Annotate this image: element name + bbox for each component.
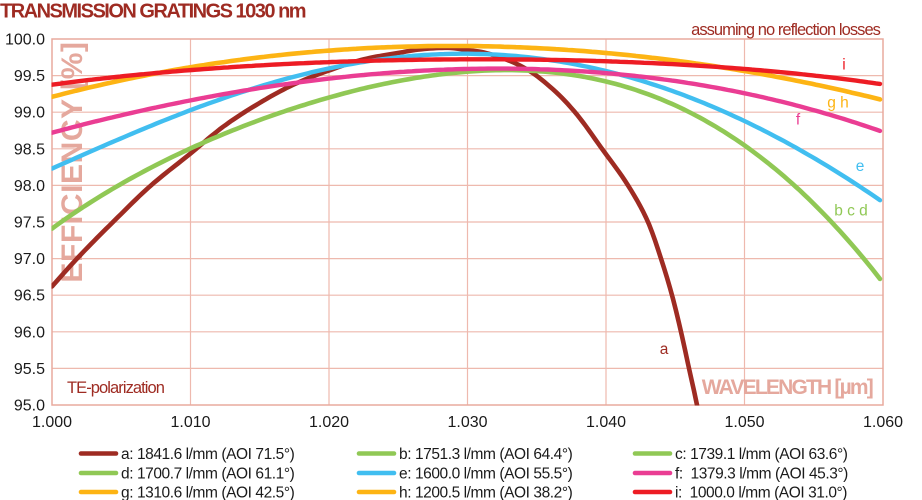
svg-text:a: a [660, 341, 669, 358]
svg-text:assuming no reflection losses: assuming no reflection losses [691, 21, 881, 39]
svg-text:f: 1379.3 l/mm (AOI 45.3°): f: 1379.3 l/mm (AOI 45.3°) [675, 466, 848, 483]
svg-text:b c d: b c d [834, 203, 868, 220]
svg-text:c: 1739.1 l/mm (AOI 63.6°): c: 1739.1 l/mm (AOI 63.6°) [675, 446, 848, 463]
svg-text:96.0: 96.0 [14, 324, 45, 341]
svg-text:1.010: 1.010 [170, 414, 210, 431]
svg-text:i: i [842, 57, 845, 74]
svg-text:95.5: 95.5 [14, 361, 45, 378]
svg-text:96.5: 96.5 [14, 288, 45, 305]
svg-text:1.060: 1.060 [863, 414, 903, 431]
svg-text:1.050: 1.050 [724, 414, 764, 431]
svg-text:1.020: 1.020 [309, 414, 349, 431]
svg-text:h: 1200.5 l/mm (AOI 38.2°): h: 1200.5 l/mm (AOI 38.2°) [399, 485, 573, 500]
svg-text:b: 1751.3 l/mm (AOI 64.4°): b: 1751.3 l/mm (AOI 64.4°) [399, 446, 573, 463]
svg-text:100.0: 100.0 [5, 32, 45, 49]
svg-text:f: f [796, 112, 801, 129]
svg-text:99.0: 99.0 [14, 105, 45, 122]
svg-text:97.5: 97.5 [14, 215, 45, 232]
svg-text:98.5: 98.5 [14, 141, 45, 158]
svg-text:TE-polarization: TE-polarization [67, 379, 165, 397]
svg-text:a: 1841.6 l/mm (AOI 71.5°): a: 1841.6 l/mm (AOI 71.5°) [121, 446, 295, 463]
svg-text:d: 1700.7 l/mm (AOI 61.1°): d: 1700.7 l/mm (AOI 61.1°) [121, 466, 295, 483]
svg-text:i: 1000.0 l/mm (AOI 31.0°): i: 1000.0 l/mm (AOI 31.0°) [675, 485, 847, 500]
svg-text:g h: g h [827, 95, 849, 112]
svg-text:95.0: 95.0 [14, 398, 45, 415]
svg-text:TRANSMISSION GRATINGS 1030 nm: TRANSMISSION GRATINGS 1030 nm [0, 1, 306, 23]
svg-text:EFFICIENCY [%]: EFFICIENCY [%] [56, 41, 89, 282]
svg-text:98.0: 98.0 [14, 178, 45, 195]
svg-text:1.000: 1.000 [32, 414, 72, 431]
svg-text:g: 1310.6 l/mm (AOI 42.5°): g: 1310.6 l/mm (AOI 42.5°) [121, 485, 295, 500]
svg-text:1.040: 1.040 [586, 414, 626, 431]
svg-text:99.5: 99.5 [14, 68, 45, 85]
svg-text:e: 1600.0 l/mm (AOI 55.5°): e: 1600.0 l/mm (AOI 55.5°) [399, 466, 573, 483]
svg-text:WAVELENGTH [µm]: WAVELENGTH [µm] [702, 376, 873, 399]
svg-text:1.030: 1.030 [447, 414, 487, 431]
svg-text:e: e [856, 158, 865, 175]
svg-text:97.0: 97.0 [14, 251, 45, 268]
